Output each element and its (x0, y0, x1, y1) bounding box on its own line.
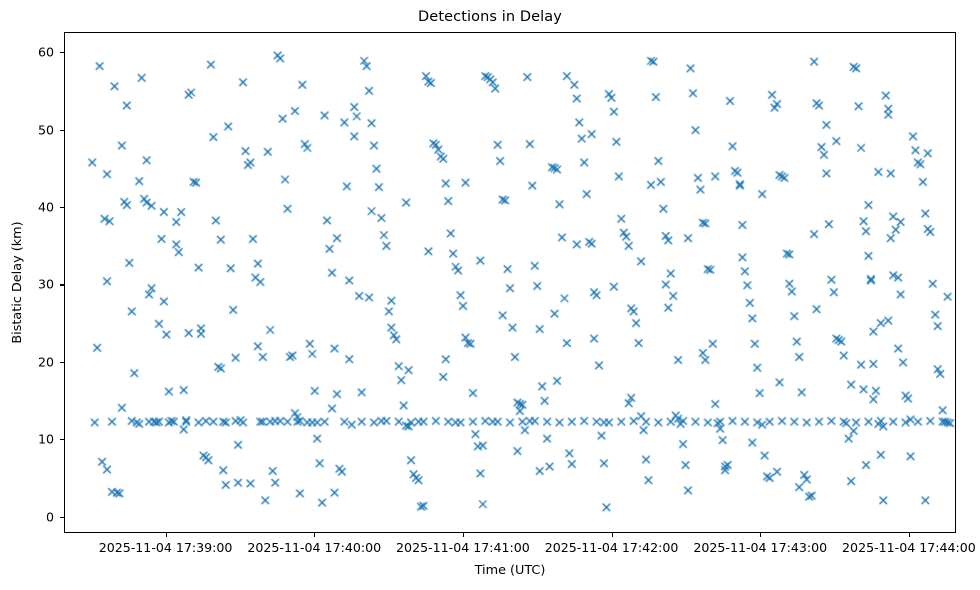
scatter-plot-canvas (65, 33, 955, 532)
x-tick-mark (908, 533, 911, 537)
x-tick-mark (462, 533, 465, 537)
y-tick-mark (60, 52, 64, 54)
x-tick-mark (165, 533, 167, 537)
y-tick-mark (60, 284, 64, 286)
y-tick-mark (60, 516, 64, 518)
plot-area (64, 32, 956, 533)
y-tick-mark (60, 439, 64, 441)
y-tick-label: 50 (37, 122, 54, 138)
x-tick-label: 2025-11-04 17:44:00 (842, 540, 976, 555)
x-tick-mark (314, 533, 316, 537)
x-tick-label: 2025-11-04 17:39:00 (98, 540, 233, 555)
y-tick-label: 30 (37, 276, 54, 292)
x-tick-label: 2025-11-04 17:42:00 (544, 540, 679, 555)
x-tick-label: 2025-11-04 17:40:00 (247, 540, 382, 555)
y-tick-label: 60 (37, 44, 54, 60)
y-tick-mark (60, 361, 64, 363)
page-title: Detections in Delay (418, 9, 562, 25)
x-tick-mark (760, 533, 762, 537)
x-axis-label: Time (UTC) (474, 563, 546, 578)
y-tick-label: 0 (45, 509, 54, 525)
x-tick-label: 2025-11-04 17:43:00 (693, 540, 828, 555)
y-axis-label: Bistatic Delay (km) (10, 221, 25, 344)
y-tick-mark (60, 207, 64, 209)
x-tick-label: 2025-11-04 17:41:00 (396, 540, 530, 555)
y-tick-label: 20 (37, 354, 54, 370)
y-tick-label: 40 (37, 199, 54, 215)
y-tick-mark (60, 129, 64, 131)
y-tick-label: 10 (37, 431, 54, 447)
x-tick-mark (611, 533, 613, 537)
